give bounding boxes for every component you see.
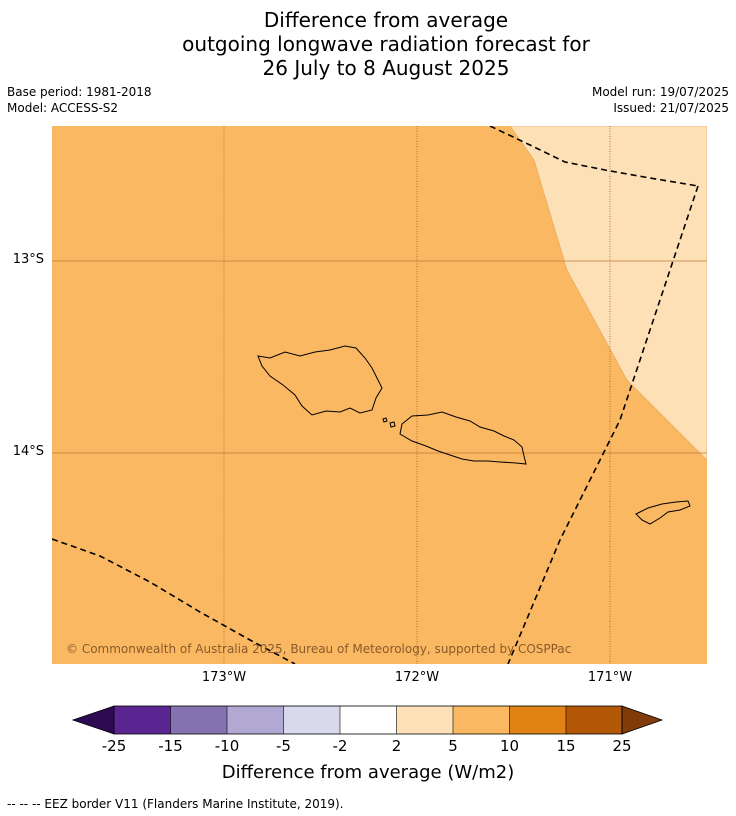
lon-label-172w: 172°W: [394, 670, 440, 685]
colorbar-tick: 5: [448, 737, 458, 755]
issued-date: Issued: 21/07/2025: [613, 101, 729, 115]
copyright-notice: © Commonwealth of Australia 2025, Bureau…: [66, 642, 571, 656]
map-panel: © Commonwealth of Australia 2025, Bureau…: [52, 126, 707, 664]
colorbar-tick: -15: [158, 737, 183, 755]
savaii-island: [257, 345, 383, 416]
colorbar-tick: 2: [391, 737, 402, 755]
colorbar-bin: [114, 706, 171, 734]
meta-left: Base period: 1981-2018 Model: ACCESS-S2: [7, 84, 152, 116]
apolima-island: [389, 421, 396, 428]
model-run: Model run: 19/07/2025: [591, 85, 729, 99]
tutuila-island: [635, 500, 691, 525]
colorbar-bin: [170, 706, 227, 734]
colorbar-tick: 25: [612, 737, 632, 755]
colorbar-tick: -5: [276, 737, 291, 755]
colorbar-extend-high: [621, 705, 664, 735]
coastlines: [257, 345, 691, 525]
eez-border: [52, 126, 699, 664]
colorbar-tick: -10: [214, 737, 240, 755]
parallels: [52, 260, 707, 454]
title-line-3: 26 July to 8 August 2025: [262, 56, 510, 80]
colorbar-tick: 15: [556, 737, 576, 755]
title-line-2: outgoing longwave radiation forecast for: [182, 32, 590, 56]
colorbar-extend-low: [71, 705, 115, 735]
upolu-island: [399, 411, 527, 465]
colorbar-tick: -25: [101, 737, 127, 755]
colorbar-label: Difference from average (W/m2): [221, 762, 515, 783]
manono-island: [382, 417, 388, 423]
anomaly-region-2-5: [509, 126, 707, 461]
colorbar-bin: [509, 706, 566, 734]
colorbar-bin: [566, 706, 622, 734]
colorbar-bin: [340, 706, 397, 734]
lon-label-173w: 173°W: [201, 670, 247, 685]
colorbar: [71, 705, 664, 735]
colorbar-bin: [453, 706, 510, 734]
lat-label-13s: 13°S: [12, 252, 44, 267]
colorbar-tick: 10: [499, 737, 520, 755]
colorbar-tick: -2: [332, 737, 348, 755]
model-name: Model: ACCESS-S2: [7, 101, 119, 115]
meridians: [223, 126, 611, 664]
base-period: Base period: 1981-2018: [7, 85, 152, 99]
colorbar-bin: [396, 706, 453, 734]
map-title: Difference from average outgoing longwav…: [0, 8, 736, 80]
colorbar-bin: [227, 706, 284, 734]
colorbar-bin: [283, 706, 340, 734]
eez-footnote: -- -- -- EEZ border V11 (Flanders Marine…: [7, 797, 344, 811]
lat-label-14s: 14°S: [12, 444, 44, 459]
meta-right: Model run: 19/07/2025 Issued: 21/07/2025: [592, 84, 729, 116]
lon-label-171w: 171°W: [587, 670, 633, 685]
title-line-1: Difference from average: [263, 8, 509, 32]
